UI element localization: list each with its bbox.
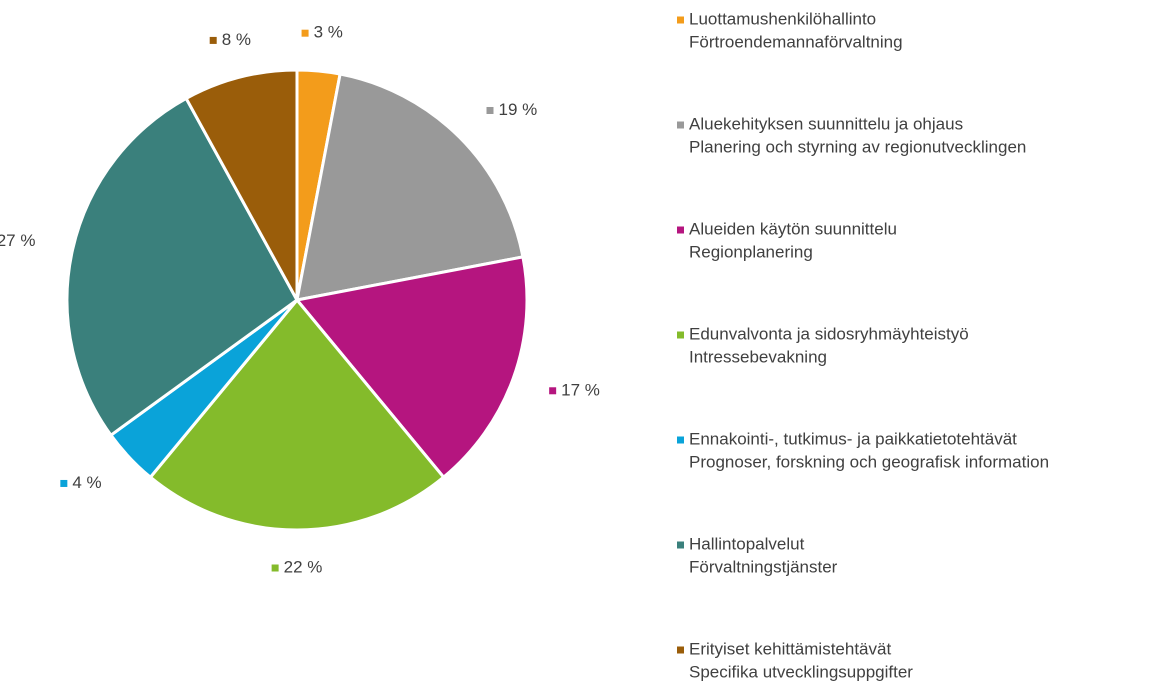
legend-marker <box>677 226 684 234</box>
legend-marker <box>677 646 684 654</box>
data-label: 17 % <box>561 380 600 399</box>
legend-label: Hallintopalvelut <box>689 534 805 553</box>
data-label-marker <box>209 36 217 44</box>
legend-label: Intressebevakning <box>689 347 827 366</box>
legend-label: Aluekehityksen suunnittelu ja ohjaus <box>689 114 963 133</box>
data-label-marker <box>60 479 68 487</box>
legend-marker <box>677 436 684 444</box>
legend-label: Luottamushenkilöhallinto <box>689 9 876 28</box>
data-label-marker <box>549 387 557 395</box>
legend-label: Förvaltningstjänster <box>689 557 838 576</box>
pie-slice <box>148 297 446 532</box>
data-label-marker <box>271 564 279 572</box>
data-label: 4 % <box>72 473 101 492</box>
pie-slice <box>294 255 529 480</box>
data-label-marker <box>301 29 309 37</box>
legend-marker <box>677 121 684 129</box>
legend-label: Planering och styrning av regionutveckli… <box>689 137 1026 156</box>
data-label: 8 % <box>222 30 251 49</box>
data-label: 22 % <box>284 557 323 576</box>
legend-label: Förtroendemannaförvaltning <box>689 32 903 51</box>
pie-slice <box>184 68 299 301</box>
data-label: 27 % <box>0 231 35 250</box>
legend-label: Prognoser, forskning och geografisk info… <box>689 452 1049 471</box>
pie-slice <box>65 96 299 438</box>
data-label: 3 % <box>314 23 343 42</box>
legend-label: Regionplanering <box>689 242 813 261</box>
data-label: 19 % <box>499 100 538 119</box>
legend-label: Specifika utvecklingsuppgifter <box>689 662 913 681</box>
legend-marker <box>677 16 684 24</box>
legend-marker <box>677 541 684 549</box>
pie-slice <box>295 72 525 302</box>
legend-label: Ennakointi-, tutkimus- ja paikkatietoteh… <box>689 429 1017 448</box>
legend-marker <box>677 331 684 339</box>
legend-label: Alueiden käytön suunnittelu <box>689 219 897 238</box>
legend-label: Erityiset kehittämistehtävät <box>689 639 891 658</box>
legend-label: Edunvalvonta ja sidosryhmäyhteistyö <box>689 324 969 343</box>
data-label-marker <box>486 106 494 114</box>
